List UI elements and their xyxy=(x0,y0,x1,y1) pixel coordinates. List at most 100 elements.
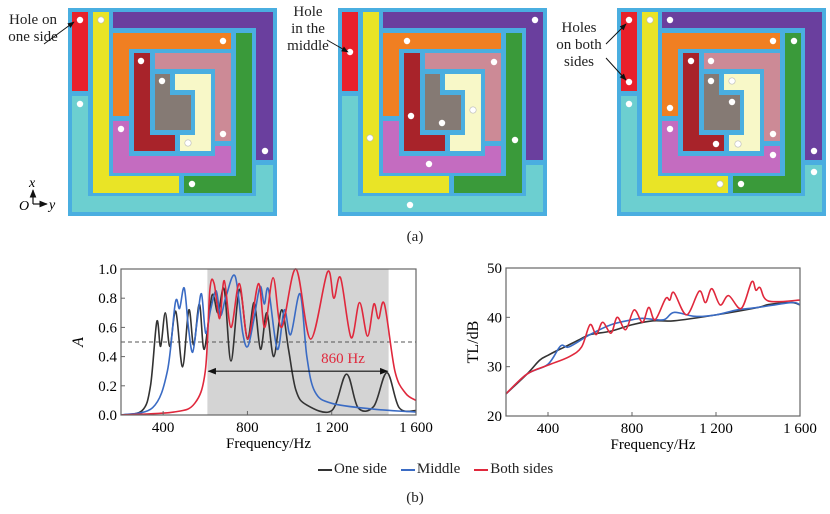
x-tick-label: 1 600 xyxy=(399,420,433,436)
cavity-darkred xyxy=(134,53,150,151)
legend: One side Middle Both sides xyxy=(318,461,553,478)
series-one-side xyxy=(121,287,416,415)
cavity-orange xyxy=(113,33,231,49)
hole xyxy=(769,151,777,159)
hole xyxy=(769,37,777,45)
cavity-orchid xyxy=(113,156,231,173)
label-line: Holes xyxy=(561,20,597,36)
cavity-darkred xyxy=(134,135,175,151)
hole xyxy=(97,16,105,24)
diagram-hole-middle xyxy=(338,8,547,216)
cavity-cyan xyxy=(72,196,273,212)
label-line: one side xyxy=(8,29,58,45)
hole xyxy=(219,130,227,138)
arrow-both-bottom xyxy=(605,57,627,81)
cavity-purple xyxy=(256,12,273,160)
hole xyxy=(666,104,674,112)
x-tick-label: 1 200 xyxy=(699,421,733,437)
cavity-cyan xyxy=(621,96,637,212)
hole xyxy=(687,57,695,65)
hole xyxy=(810,147,818,155)
x-tick-label: 800 xyxy=(236,420,259,436)
x-axis-label: x xyxy=(28,176,36,191)
x-tick-label: 400 xyxy=(152,420,175,436)
cavity-purple xyxy=(113,12,273,28)
cavity-cyan xyxy=(526,165,543,212)
cavity-orange xyxy=(383,33,399,116)
label-line: sides xyxy=(564,54,594,70)
x-tick-label: 1 200 xyxy=(315,420,349,436)
plot-frame xyxy=(505,267,801,417)
hole xyxy=(137,57,145,65)
cavity-orchid xyxy=(662,156,780,173)
hole xyxy=(666,16,674,24)
hole xyxy=(810,168,818,176)
y-tick-label: 0.0 xyxy=(98,408,117,424)
legend-item: Middle xyxy=(400,461,461,478)
cavity-yellow xyxy=(363,176,449,193)
legend-label: One side xyxy=(334,461,387,477)
y-tick-label: 20 xyxy=(487,409,502,425)
y-tick-label: 1.0 xyxy=(98,262,117,278)
hole xyxy=(646,16,654,24)
hole xyxy=(666,125,674,133)
cavity-yellow xyxy=(93,176,179,193)
cavity-lightyellow xyxy=(729,135,760,151)
cavity-lightyellow xyxy=(195,74,211,151)
legend-label: Both sides xyxy=(490,461,554,477)
cavity-orange xyxy=(113,33,129,116)
cavity-green xyxy=(506,33,522,193)
hole xyxy=(158,77,166,85)
cavity-yellow xyxy=(642,12,658,193)
y-tick-label: 0.6 xyxy=(98,320,117,336)
cavity-red xyxy=(72,12,88,91)
plot-frame xyxy=(120,268,417,416)
hole xyxy=(407,112,415,120)
label-line: Hole xyxy=(293,4,323,20)
transmission-loss-chart: 400 800 1 200 1 600 20 30 40 50 Frequency/Hz TL/d… xyxy=(465,261,817,453)
x-tick-label: 1 600 xyxy=(783,421,817,437)
label-both-sides: Holes on both sides xyxy=(548,20,610,71)
hole xyxy=(117,125,125,133)
cavity-purple xyxy=(383,12,543,28)
cavity-lightyellow xyxy=(744,74,760,151)
series-middle xyxy=(506,301,800,395)
label-line: Hole on xyxy=(9,12,57,28)
hole xyxy=(511,136,519,144)
cavity-orange xyxy=(662,33,780,49)
cavity-orchid xyxy=(485,146,501,173)
hole xyxy=(490,58,498,66)
cavity-lightyellow xyxy=(450,135,481,151)
y-axis-title: A xyxy=(70,337,87,348)
hole xyxy=(438,119,446,127)
cavity-purple xyxy=(526,12,543,160)
cavity-red xyxy=(621,12,637,91)
cavity-green xyxy=(785,33,801,193)
legend-swatch xyxy=(400,468,415,471)
y-tick-label: 0.2 xyxy=(98,379,117,395)
y-tick-label: 0.8 xyxy=(98,291,117,307)
cavity-cyan xyxy=(256,165,273,212)
hole xyxy=(707,57,715,65)
y-tick-label: 0.4 xyxy=(98,350,117,366)
cavity-pink xyxy=(764,53,780,141)
caption-b: (b) xyxy=(406,490,424,506)
label-middle: Hole in the middle xyxy=(280,4,336,55)
cavity-pink xyxy=(704,53,780,69)
hole xyxy=(531,16,539,24)
x-tick-label: 800 xyxy=(621,421,644,437)
hole xyxy=(184,139,192,147)
y-tick-label: 50 xyxy=(487,261,502,277)
y-axis-title: TL/dB xyxy=(465,321,482,364)
cavity-cyan xyxy=(342,196,543,212)
label-one-side: Hole on one side xyxy=(2,12,64,46)
hole xyxy=(261,147,269,155)
legend-label: Middle xyxy=(416,461,461,477)
hole xyxy=(625,16,633,24)
hole xyxy=(76,100,84,108)
cavity-darkred xyxy=(683,53,699,151)
cavity-orange xyxy=(383,33,501,49)
cavity-purple xyxy=(662,12,822,28)
y-tick-label: 40 xyxy=(487,310,502,326)
hole xyxy=(769,130,777,138)
